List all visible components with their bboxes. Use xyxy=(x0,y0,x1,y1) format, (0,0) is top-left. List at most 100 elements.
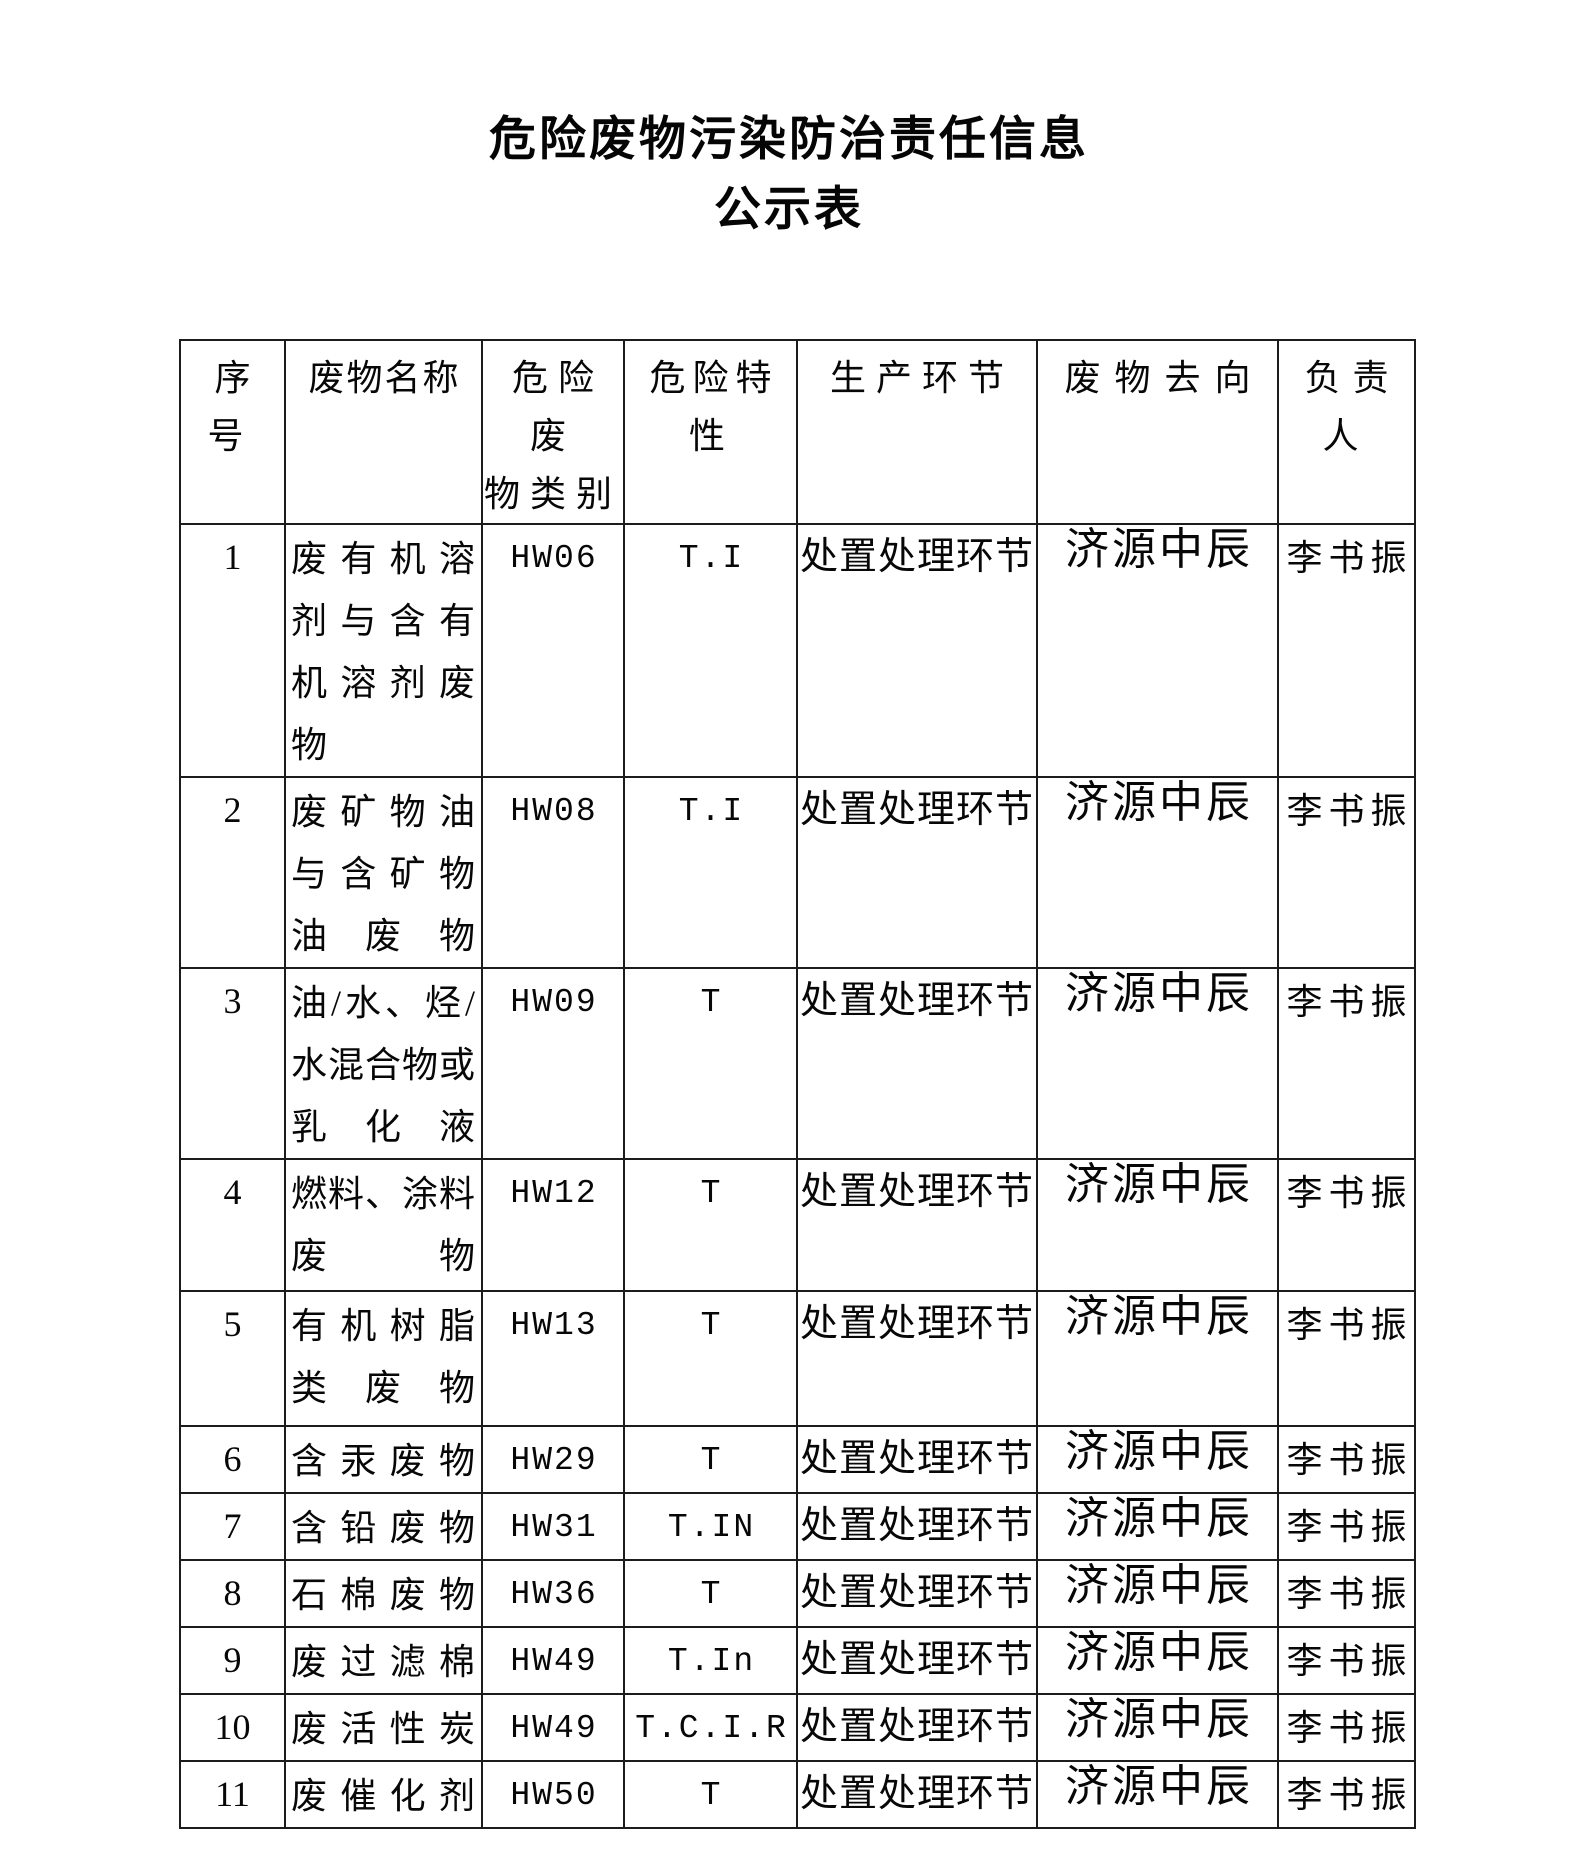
cell-stage: 处置处理环节 xyxy=(796,1760,1039,1829)
cell-destination: 济源中辰 xyxy=(1036,1158,1280,1292)
cell-category: HW08 xyxy=(481,776,626,969)
waste-name-line: 含汞废物 xyxy=(291,1441,477,1481)
cell-characteristic: T xyxy=(623,1760,799,1829)
header-cell-characteristic: 危险特性 xyxy=(623,339,799,525)
cell-manager: 李书振 xyxy=(1277,1760,1417,1829)
cell-index: 5 xyxy=(179,1290,286,1427)
waste-name-line: 废矿物油 xyxy=(291,792,477,832)
cell-waste-name: 废过滤棉 xyxy=(283,1626,484,1695)
cell-characteristic: T.In xyxy=(623,1626,799,1695)
header-cell-waste-name: 废物名称 xyxy=(283,339,484,525)
waste-name-line: 剂与含有 xyxy=(291,601,477,641)
cell-manager: 李书振 xyxy=(1277,967,1417,1160)
cell-characteristic: T xyxy=(623,1559,799,1628)
waste-name-line: 废活性炭 xyxy=(291,1709,477,1749)
table-row: 10 废活性炭 HW49 T.C.I.R 处置处理环节 济源中辰 李书振 xyxy=(179,1693,1417,1762)
waste-name-line: 机溶剂废 xyxy=(291,663,477,703)
cell-destination: 济源中辰 xyxy=(1036,776,1280,969)
cell-characteristic: T xyxy=(623,1158,799,1292)
cell-index: 6 xyxy=(179,1425,286,1494)
cell-characteristic: T.I xyxy=(623,523,799,778)
cell-characteristic: T.C.I.R xyxy=(623,1693,799,1762)
waste-name-line: 类废物 xyxy=(291,1368,477,1408)
cell-manager: 李书振 xyxy=(1277,776,1417,969)
document-title: 危险废物污染防治责任信息 公示表 xyxy=(180,108,1395,242)
cell-waste-name: 石棉废物 xyxy=(283,1559,484,1628)
waste-name-line: 废有机溶 xyxy=(291,539,477,579)
cell-manager: 李书振 xyxy=(1277,1492,1417,1561)
cell-index: 9 xyxy=(179,1626,286,1695)
cell-index: 1 xyxy=(179,523,286,778)
cell-waste-name: 废催化剂 xyxy=(283,1760,484,1829)
cell-waste-name: 有机树脂 类废物 xyxy=(283,1290,484,1427)
cell-waste-name: 油/水、烃/水混合物或乳化液 xyxy=(283,967,484,1160)
cell-category: HW12 xyxy=(481,1158,626,1292)
waste-name-line: 乳化液 xyxy=(291,1107,477,1147)
cell-category: HW36 xyxy=(481,1559,626,1628)
cell-destination: 济源中辰 xyxy=(1036,523,1280,778)
cell-destination: 济源中辰 xyxy=(1036,1626,1280,1695)
waste-name-line: 有机树脂 xyxy=(291,1306,477,1346)
cell-stage: 处置处理环节 xyxy=(796,967,1039,1160)
cell-characteristic: T xyxy=(623,1425,799,1494)
table-row: 4 燃料、涂料 废物 HW12 T 处置处理环节 济源中辰 李书振 xyxy=(179,1158,1417,1292)
cell-stage: 处置处理环节 xyxy=(796,1425,1039,1494)
cell-characteristic: T xyxy=(623,967,799,1160)
cell-manager: 李书振 xyxy=(1277,1559,1417,1628)
table-row: 6 含汞废物 HW29 T 处置处理环节 济源中辰 李书振 xyxy=(179,1425,1417,1494)
cell-stage: 处置处理环节 xyxy=(796,776,1039,969)
cell-waste-name: 废有机溶剂与含有机溶剂废物 xyxy=(283,523,484,778)
waste-name-line: 水混合物或 xyxy=(291,1045,477,1085)
cell-stage: 处置处理环节 xyxy=(796,1290,1039,1427)
cell-index: 11 xyxy=(179,1760,286,1829)
cell-index: 4 xyxy=(179,1158,286,1292)
cell-destination: 济源中辰 xyxy=(1036,1693,1280,1762)
header-cell-index: 序号 xyxy=(179,339,286,525)
waste-name-line: 物 xyxy=(291,725,329,765)
cell-manager: 李书振 xyxy=(1277,1693,1417,1762)
cell-destination: 济源中辰 xyxy=(1036,967,1280,1160)
waste-name-line: 油废物 xyxy=(291,916,477,956)
cell-manager: 李书振 xyxy=(1277,1425,1417,1494)
cell-category: HW06 xyxy=(481,523,626,778)
cell-category: HW49 xyxy=(481,1693,626,1762)
waste-name-line: 含铅废物 xyxy=(291,1508,477,1548)
cell-index: 10 xyxy=(179,1693,286,1762)
cell-destination: 济源中辰 xyxy=(1036,1559,1280,1628)
cell-waste-name: 含汞废物 xyxy=(283,1425,484,1494)
waste-name-line: 与含矿物 xyxy=(291,854,477,894)
title-line-2: 公示表 xyxy=(714,184,864,236)
waste-name-line: 废物 xyxy=(291,1236,477,1276)
cell-stage: 处置处理环节 xyxy=(796,1559,1039,1628)
cell-stage: 处置处理环节 xyxy=(796,1626,1039,1695)
table-row: 1 废有机溶 剂与含有 机溶剂废物 HW06 T.I 处置处理环节 济源中辰 李书振 xyxy=(179,523,1417,778)
cell-destination: 济源中辰 xyxy=(1036,1425,1280,1494)
cell-characteristic: T.I xyxy=(623,776,799,969)
cell-category: HW50 xyxy=(481,1760,626,1829)
header-cell-destination: 废物去向 xyxy=(1036,339,1280,525)
title-line-1: 危险废物污染防治责任信息 xyxy=(489,114,1089,166)
cell-stage: 处置处理环节 xyxy=(796,1492,1039,1561)
cell-category: HW31 xyxy=(481,1492,626,1561)
cell-stage: 处置处理环节 xyxy=(796,523,1039,778)
cell-destination: 济源中辰 xyxy=(1036,1492,1280,1561)
cell-waste-name: 废矿物油与含矿物油废物 xyxy=(283,776,484,969)
hazardous-waste-table: 序号 废物名称 危险废 物类别 危险特性 生产环节 废物去向 负责人 1 废有机… xyxy=(179,339,1417,1829)
cell-waste-name: 燃料、涂料 废物 xyxy=(283,1158,484,1292)
cell-category: HW09 xyxy=(481,967,626,1160)
table-row: 9 废过滤棉 HW49 T.In 处置处理环节 济源中辰 李书振 xyxy=(179,1626,1417,1695)
cell-category: HW29 xyxy=(481,1425,626,1494)
cell-characteristic: T.IN xyxy=(623,1492,799,1561)
waste-name-line: 石棉废物 xyxy=(291,1575,477,1615)
cell-index: 8 xyxy=(179,1559,286,1628)
cell-index: 3 xyxy=(179,967,286,1160)
waste-name-line: 油/水、烃/ xyxy=(291,983,477,1023)
table-row: 7 含铅废物 HW31 T.IN 处置处理环节 济源中辰 李书振 xyxy=(179,1492,1417,1561)
cell-characteristic: T xyxy=(623,1290,799,1427)
header-cell-stage: 生产环节 xyxy=(796,339,1039,525)
waste-name-line: 燃料、涂料 xyxy=(291,1174,477,1214)
cell-category: HW13 xyxy=(481,1290,626,1427)
waste-name-line: 废过滤棉 xyxy=(291,1642,477,1682)
cell-waste-name: 含铅废物 xyxy=(283,1492,484,1561)
